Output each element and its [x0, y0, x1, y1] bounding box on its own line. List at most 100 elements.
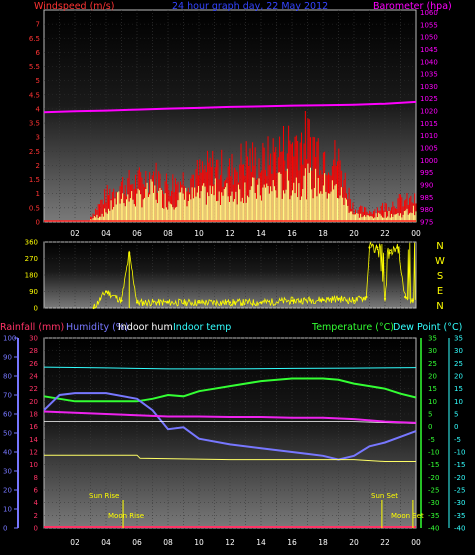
- direction-point: [290, 299, 294, 302]
- barometer-axis-label: Barometer (hpa): [373, 1, 452, 12]
- humidity-line: [43, 392, 417, 461]
- humidity-tick-label: 10: [3, 506, 12, 514]
- baro-right-tick-label: 1055: [420, 21, 438, 29]
- dew-tick-label: 25: [454, 360, 463, 368]
- dew-tick-label: -25: [454, 487, 465, 495]
- humidity-tick-label: 0: [3, 525, 7, 533]
- rain-tick-label: 22: [29, 385, 38, 393]
- direction-point: [368, 246, 371, 249]
- direction-point: [337, 297, 340, 300]
- temp-tick-label: -10: [428, 449, 439, 457]
- wind-left-tick-label: 0: [36, 219, 40, 227]
- x-tick-label-wind: 22: [380, 229, 390, 238]
- compass-label: N: [436, 241, 443, 252]
- rain-tick-label: 2: [34, 512, 38, 520]
- wind-left-tick-label: 2: [36, 162, 40, 170]
- direction-point: [388, 251, 391, 255]
- indoor-hum-line: [44, 421, 417, 424]
- rain-tick-label: 26: [29, 360, 38, 368]
- dew-tick-label: 5: [454, 411, 458, 419]
- x-tick-label-wind: 04: [101, 229, 111, 238]
- direction-point: [376, 246, 379, 249]
- baro-right-tick-label: 990: [420, 182, 433, 190]
- x-tick-label-lower: 02: [70, 538, 80, 547]
- x-tick-label-lower: 22: [380, 538, 390, 547]
- baro-right-tick-label: 1000: [420, 157, 438, 165]
- dew-point-line: [43, 410, 417, 424]
- compass-label: W: [435, 256, 445, 267]
- temperature-label: Temperature (°C): [311, 322, 394, 333]
- direction-point: [383, 297, 387, 300]
- rain-tick-label: 10: [29, 461, 38, 469]
- direction-point: [228, 301, 232, 304]
- direction-tick-label: 90: [29, 288, 38, 296]
- rainfall-label: Rainfall (mm): [0, 322, 64, 333]
- dew-tick-label: -5: [454, 436, 461, 444]
- humidity-tick-label: 50: [3, 430, 12, 438]
- dew-tick-label: -15: [454, 461, 465, 469]
- rainfall-line: [44, 454, 416, 462]
- wind-left-tick-label: 4.5: [29, 91, 40, 99]
- rain-tick-label: 16: [29, 423, 38, 431]
- x-tick-label-wind: 12: [225, 229, 235, 238]
- x-tick-label-wind: 06: [132, 229, 142, 238]
- humidity-tick-label: 90: [3, 354, 12, 362]
- temp-tick-label: -40: [428, 525, 439, 533]
- sun-set-label: Sun Set: [371, 492, 398, 500]
- rain-tick-label: 18: [29, 411, 38, 419]
- temp-tick-label: 15: [428, 385, 437, 393]
- x-tick-label-wind: 20: [349, 229, 359, 238]
- x-tick-label-lower: 16: [287, 538, 297, 547]
- baro-right-tick-label: 980: [420, 206, 433, 214]
- baro-right-tick-label: 1025: [420, 95, 438, 103]
- x-tick-label-wind: 08: [163, 229, 173, 238]
- direction-point: [120, 299, 123, 302]
- x-tick-label-wind: 18: [318, 229, 328, 238]
- rain-tick-label: 12: [29, 449, 38, 457]
- rain-tick-label: 6: [34, 487, 39, 495]
- temp-tick-label: 5: [428, 411, 432, 419]
- x-tick-label-lower: 04: [101, 538, 111, 547]
- temp-tick-label: -20: [428, 474, 439, 482]
- temp-tick-label: -25: [428, 487, 439, 495]
- direction-trace: [93, 241, 416, 309]
- direction-point: [352, 299, 356, 302]
- temp-tick-label: -30: [428, 499, 439, 507]
- direction-tick-label: 0: [34, 305, 38, 313]
- baro-right-tick-label: 975: [420, 219, 433, 227]
- rain-tick-label: 14: [29, 436, 38, 444]
- temp-tick-label: 0: [428, 423, 432, 431]
- indoor-hum-label: Indoor hum: [118, 322, 173, 333]
- x-tick-label-wind: 10: [194, 229, 204, 238]
- dew-point-label: Dew Point (°C): [393, 322, 462, 333]
- x-tick-label-lower: 18: [318, 538, 328, 547]
- x-tick-label-lower: 14: [256, 538, 266, 547]
- wind-left-tick-label: 3.5: [29, 120, 40, 128]
- temp-tick-label: 35: [428, 335, 437, 343]
- compass-label: N: [436, 301, 443, 312]
- wind-left-tick-label: 2.5: [29, 148, 40, 156]
- dew-tick-label: 30: [454, 347, 463, 355]
- direction-point: [365, 295, 368, 299]
- x-tick-label-lower: 10: [194, 538, 204, 547]
- temperature-line: [43, 377, 417, 403]
- baro-right-tick-label: 1030: [420, 83, 438, 91]
- x-tick-label-wind: 14: [256, 229, 266, 238]
- indoor-temp-line: [43, 366, 417, 370]
- temp-tick-label: -35: [428, 512, 439, 520]
- dew-tick-label: -30: [454, 499, 465, 507]
- dew-tick-label: -40: [454, 525, 465, 533]
- wind-left-tick-label: 1: [36, 190, 40, 198]
- direction-point: [92, 306, 95, 310]
- direction-point: [128, 251, 131, 255]
- windspeed-axis-label: Windspeed (m/s): [34, 1, 114, 12]
- wind-left-tick-label: 5.5: [29, 63, 40, 71]
- series-layer: [43, 100, 417, 528]
- axis-layer: 0202040406060808101012121414161618182020…: [3, 9, 465, 547]
- humidity-label: Humidity (%): [66, 322, 129, 333]
- compass-label: S: [437, 271, 443, 282]
- humidity-tick-label: 80: [3, 373, 12, 381]
- rain-tick-label: 0: [34, 525, 38, 533]
- baro-right-tick-label: 1040: [420, 58, 438, 66]
